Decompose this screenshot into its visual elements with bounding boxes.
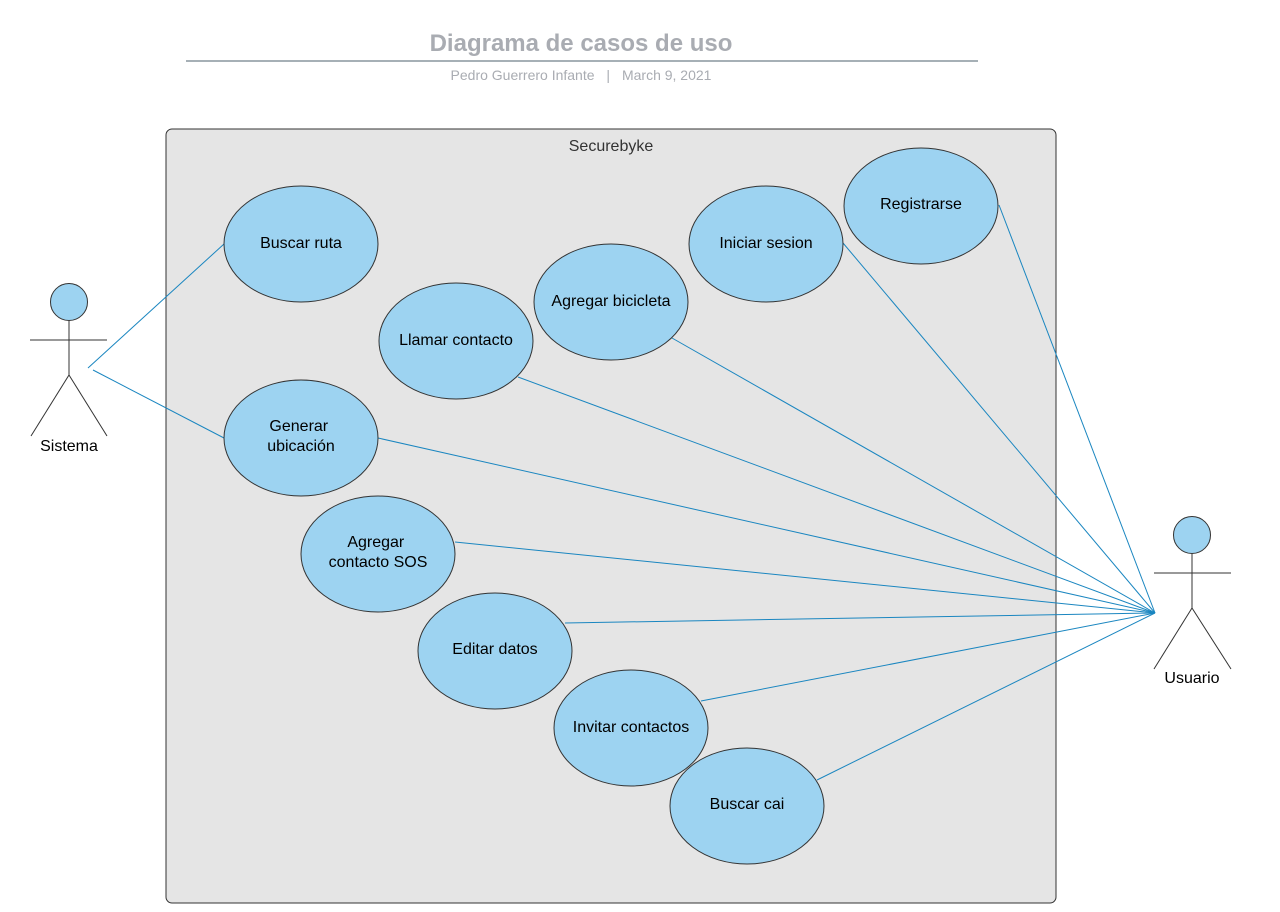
use-case-label: Llamar contacto bbox=[399, 332, 513, 349]
use-case-label: Iniciar sesion bbox=[719, 235, 812, 252]
actor-label: Sistema bbox=[40, 438, 98, 455]
use-case-label-line: ubicación bbox=[267, 438, 335, 455]
use-case-label-line: Editar datos bbox=[452, 641, 537, 658]
use-case-label: Agregar contacto SOS bbox=[329, 534, 428, 571]
association-usuario-agregar-contacto-sos bbox=[454, 541, 1156, 614]
use-case-label-line: Registrarse bbox=[880, 196, 962, 213]
association-sistema-generar-ubicacion bbox=[92, 369, 225, 439]
actor-usuario[interactable]: Usuario bbox=[1153, 516, 1232, 688]
diagram-date: March 9, 2021 bbox=[622, 67, 712, 83]
association-usuario-buscar-cai bbox=[816, 612, 1156, 781]
use-case-ellipse[interactable] bbox=[378, 282, 534, 400]
diagram-subtitle: Pedro Guerrero Infante | March 9, 2021 bbox=[451, 67, 712, 83]
association-lines bbox=[87, 204, 1156, 781]
actor-label: Usuario bbox=[1164, 670, 1219, 687]
use-case-iniciar-sesion[interactable]: Iniciar sesion bbox=[688, 185, 844, 303]
association-usuario-iniciar-sesion bbox=[842, 242, 1156, 614]
use-case-label-line: Invitar contactos bbox=[573, 719, 690, 736]
association-usuario-editar-datos bbox=[564, 612, 1156, 624]
association-usuario-agregar-bicicleta bbox=[671, 337, 1156, 614]
use-case-ellipse[interactable] bbox=[223, 185, 379, 303]
use-case-label: Buscar ruta bbox=[260, 235, 342, 252]
association-sistema-buscar-ruta bbox=[87, 243, 225, 369]
use-case-llamar-contacto[interactable]: Llamar contacto bbox=[378, 282, 534, 400]
association-usuario-llamar-contacto bbox=[517, 376, 1156, 614]
use-case-agregar-bicicleta[interactable]: Agregar bicicleta bbox=[533, 243, 689, 361]
use-case-ellipse[interactable] bbox=[417, 592, 573, 710]
use-case-generar-ubicacion[interactable]: Generar ubicación bbox=[223, 379, 379, 497]
actor-right-leg bbox=[68, 374, 108, 437]
use-case-label: Editar datos bbox=[452, 641, 537, 658]
use-case-ellipse[interactable] bbox=[688, 185, 844, 303]
use-case-label: Buscar cai bbox=[710, 796, 785, 813]
use-case-label-line: Buscar ruta bbox=[260, 235, 342, 252]
actor-head bbox=[50, 283, 88, 321]
association-usuario-registrarse bbox=[998, 204, 1156, 614]
use-case-label: Generar ubicación bbox=[267, 418, 335, 455]
use-case-buscar-ruta[interactable]: Buscar ruta bbox=[223, 185, 379, 303]
use-case-registrarse[interactable]: Registrarse bbox=[843, 147, 999, 265]
use-case-agregar-contacto-sos[interactable]: Agregar contacto SOS bbox=[300, 495, 456, 613]
use-case-invitar-contactos[interactable]: Invitar contactos bbox=[553, 669, 709, 787]
use-case-ellipse[interactable] bbox=[669, 747, 825, 865]
use-case-label-line: Llamar contacto bbox=[399, 332, 513, 349]
actor-right-leg bbox=[1191, 607, 1232, 670]
use-case-label: Invitar contactos bbox=[573, 719, 690, 736]
actor-left-leg bbox=[1153, 607, 1193, 670]
diagram-title: Diagrama de casos de uso bbox=[430, 30, 733, 57]
use-case-label-line: Iniciar sesion bbox=[719, 235, 812, 252]
use-case-label-line: Buscar cai bbox=[710, 796, 785, 813]
actor-sistema[interactable]: Sistema bbox=[30, 283, 108, 456]
subtitle-separator: | bbox=[606, 67, 610, 83]
use-case-label: Agregar bicicleta bbox=[551, 293, 670, 310]
use-case-ellipse[interactable] bbox=[843, 147, 999, 265]
use-case-label-line: Agregar bbox=[347, 534, 405, 551]
use-case-label-line: contacto SOS bbox=[329, 554, 428, 571]
association-usuario-invitar-contactos bbox=[700, 612, 1156, 702]
actor-head bbox=[1173, 516, 1211, 554]
use-case-label-line: Generar bbox=[269, 418, 328, 435]
use-case-buscar-cai[interactable]: Buscar cai bbox=[669, 747, 825, 865]
diagram-header: Diagrama de casos de uso Pedro Guerrero … bbox=[186, 30, 978, 83]
association-usuario-generar-ubicacion bbox=[377, 437, 1156, 614]
use-case-ellipse[interactable] bbox=[553, 669, 709, 787]
use-case-label: Registrarse bbox=[880, 196, 962, 213]
use-case-label-line: Agregar bicicleta bbox=[551, 293, 670, 310]
use-case-editar-datos[interactable]: Editar datos bbox=[417, 592, 573, 710]
actor-left-leg bbox=[30, 374, 70, 437]
use-case-ellipse[interactable] bbox=[223, 379, 379, 497]
use-case-ellipse[interactable] bbox=[300, 495, 456, 613]
system-name: Securebyke bbox=[569, 138, 654, 155]
author-name: Pedro Guerrero Infante bbox=[451, 67, 595, 83]
use-case-ellipse[interactable] bbox=[533, 243, 689, 361]
